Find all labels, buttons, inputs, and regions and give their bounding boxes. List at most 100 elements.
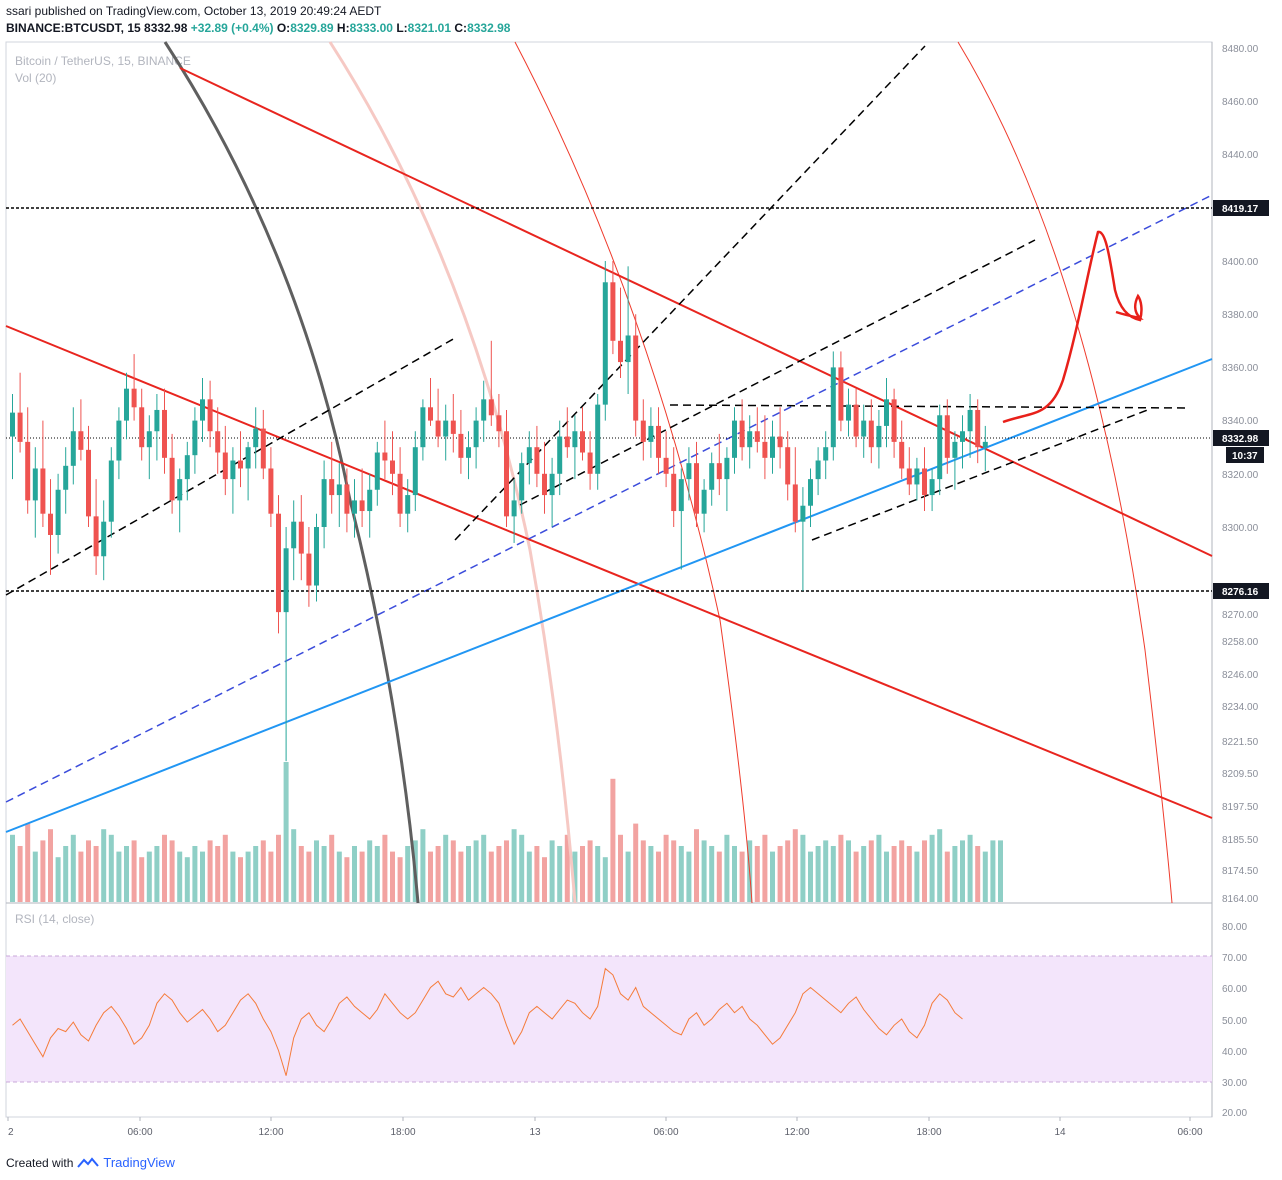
candle-body (526, 447, 532, 464)
channel-upper-2[interactable] (519, 239, 1036, 506)
horizontal-dashed-resistance[interactable] (669, 404, 1191, 409)
volume-bar (420, 829, 426, 902)
volume-bar (450, 840, 456, 902)
volume-bar (268, 851, 274, 902)
high-label: H: (336, 21, 350, 35)
channel-upper-1[interactable] (454, 45, 926, 541)
price-tick: 8209.50 (1222, 769, 1259, 780)
price-axis[interactable]: 8480.00 8460.00 8440.00 8400.00 8380.00 8360.… (1222, 44, 1259, 905)
candle-body (428, 407, 433, 421)
volume-bar (321, 846, 327, 902)
volume-bar (260, 840, 266, 902)
volume-bar (580, 846, 585, 902)
uptrend-support-line[interactable] (5, 358, 1213, 833)
candle-body (306, 553, 312, 586)
countdown-label: 10:37 (1232, 451, 1258, 462)
candle-body (846, 404, 851, 421)
time-tick: 13 (529, 1127, 541, 1138)
candle-body (602, 282, 608, 405)
volume-bar (564, 834, 570, 902)
time-tick: 12:00 (784, 1127, 809, 1138)
candle-body (443, 420, 449, 437)
candle-body (78, 431, 84, 450)
blue-dashed-channel-line[interactable] (5, 194, 1213, 803)
price-tick: 8460.00 (1222, 97, 1259, 108)
volume-bar (762, 834, 768, 902)
candle-body (884, 399, 889, 426)
candle-body (534, 447, 540, 474)
channel-lower-1[interactable] (5, 337, 456, 596)
volume-bar (610, 778, 616, 902)
time-tick: 18:00 (390, 1127, 415, 1138)
candle-body (245, 447, 251, 469)
volume-bar (853, 851, 859, 902)
candle-body (891, 399, 897, 442)
volume-bar (815, 846, 821, 902)
candle-body (192, 420, 198, 456)
time-axis[interactable]: 2 06:00 12:00 18:00 13 06:00 12:00 18:00 14 06:00 (7, 1117, 1203, 1138)
red-arc-right-drawing[interactable] (957, 41, 1173, 904)
volume-bar (55, 857, 61, 902)
candle-body (777, 436, 783, 448)
volume-bar (32, 851, 38, 902)
candle-body (200, 399, 205, 421)
time-tick: 14 (1054, 1127, 1066, 1138)
rsi-tick: 20.00 (1222, 1108, 1247, 1119)
volume-bars (10, 762, 1003, 902)
candle-body (268, 468, 274, 514)
volume-bar (10, 834, 15, 902)
volume-bar (504, 840, 509, 902)
candle-body (663, 457, 669, 474)
candle-body (10, 412, 15, 437)
volume-bar (344, 857, 350, 902)
candle-body (215, 431, 221, 453)
volume-bar (830, 846, 836, 902)
volume-bar (944, 851, 950, 902)
channel-lower-2[interactable] (811, 408, 1151, 541)
drawings[interactable] (5, 41, 1213, 904)
rsi-axis[interactable]: 80.00 70.00 60.00 50.00 40.00 30.00 20.00 (1222, 922, 1247, 1119)
volume-bar (336, 851, 342, 902)
volume-bar (998, 840, 1003, 902)
candle-body (481, 399, 487, 421)
price-chart[interactable]: Bitcoin / TetherUS, 15, BINANCE Vol (20)… (0, 0, 1282, 1150)
candle-body (177, 479, 183, 501)
candle-body (86, 449, 91, 517)
rsi-title: RSI (14, close) (15, 912, 94, 926)
candle-body (808, 479, 813, 506)
candle-body (336, 484, 342, 496)
symbol-label[interactable]: BINANCE:BTCUSDT, 15 (6, 21, 141, 35)
candle-body (139, 407, 145, 448)
candle-body (32, 468, 38, 501)
resistance-price-label: 8419.17 (1222, 204, 1259, 215)
volume-bar (709, 846, 715, 902)
tradingview-logo-icon (77, 1156, 100, 1168)
gray-arc-drawing[interactable] (163, 41, 420, 904)
candle-body (960, 431, 965, 442)
candle-body (70, 431, 76, 466)
volume-bar (754, 846, 760, 902)
rsi-tick: 40.00 (1222, 1047, 1247, 1058)
high-value: 8333.00 (349, 21, 393, 35)
hand-drawn-forecast-arrow[interactable] (1002, 230, 1144, 424)
created-with-text: Created with (6, 1155, 74, 1170)
volume-bar (876, 834, 882, 902)
time-tick: 2 (8, 1127, 14, 1138)
candle-body (48, 513, 53, 535)
volume-bar (716, 851, 722, 902)
pink-arc-drawing[interactable] (328, 41, 577, 904)
candle-body (108, 460, 114, 522)
candle-body (504, 431, 509, 517)
candle-body (580, 431, 585, 453)
downtrend-upper-line[interactable] (5, 325, 1213, 819)
tradingview-brand[interactable]: TradingView (103, 1155, 175, 1170)
candle-body (595, 404, 601, 474)
volume-bar (808, 851, 813, 902)
candle-body (618, 340, 623, 363)
resistance-price-tag (1213, 200, 1269, 216)
close-value: 8332.98 (467, 21, 511, 35)
downtrend-lower-line[interactable] (179, 67, 1213, 557)
red-arc-left-drawing[interactable] (514, 41, 753, 904)
volume-bar (466, 846, 471, 902)
published-line: ssari published on TradingView.com, Octo… (6, 4, 382, 18)
